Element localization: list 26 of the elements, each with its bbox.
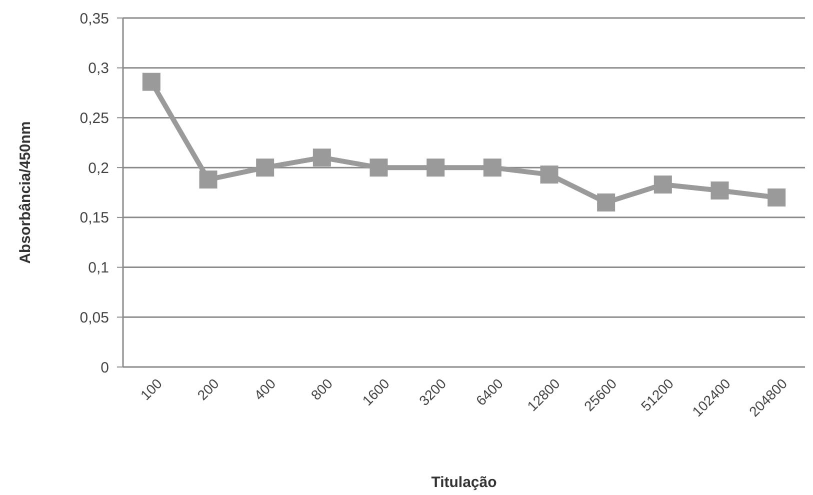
y-tick-label: 0,3 <box>88 60 109 78</box>
point <box>426 158 445 177</box>
point <box>597 193 616 212</box>
y-tick-label: 0,1 <box>88 260 109 277</box>
point <box>142 72 160 91</box>
point <box>540 166 558 184</box>
x-tick-label: 100 <box>137 375 166 404</box>
point <box>256 158 274 177</box>
x-tick-label: 400 <box>250 375 279 404</box>
y-tick-label: 0,35 <box>80 10 109 28</box>
y-tick-label: 0,25 <box>80 110 109 127</box>
y-tick-label: 0,15 <box>80 210 109 227</box>
y-tick-label: 0 <box>100 359 109 376</box>
point <box>483 158 502 177</box>
point <box>654 176 672 194</box>
point <box>312 148 331 167</box>
x-tick-label: 200 <box>194 375 222 404</box>
x-tick-label: 800 <box>308 375 336 404</box>
y-tick-label: 0,2 <box>88 160 109 177</box>
point <box>710 182 729 200</box>
point <box>370 158 388 177</box>
point <box>199 170 218 189</box>
y-axis-title: Absorbância/450nm <box>17 121 34 264</box>
point <box>768 188 786 206</box>
x-axis-title: Titulação <box>431 474 497 491</box>
y-tick-label: 0,05 <box>80 309 109 326</box>
